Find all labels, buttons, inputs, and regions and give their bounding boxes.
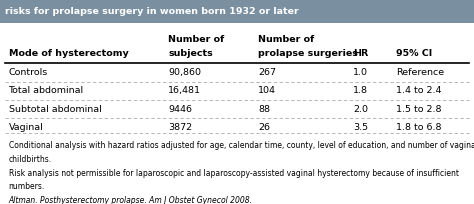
Text: HR: HR [353,49,368,58]
Text: Risk analysis not permissible for laparoscopic and laparoscopy-assisted vaginal : Risk analysis not permissible for laparo… [9,169,458,177]
Text: 1.5 to 2.8: 1.5 to 2.8 [396,105,441,114]
Text: 1.8: 1.8 [353,86,368,95]
Text: Number of: Number of [168,35,225,44]
Text: Controls: Controls [9,68,48,77]
Text: 1.4 to 2.4: 1.4 to 2.4 [396,86,441,95]
Text: 104: 104 [258,86,276,95]
Text: Reference: Reference [396,68,444,77]
Text: 16,481: 16,481 [168,86,201,95]
Text: Altman. Posthysterectomy prolapse. Am J Obstet Gynecol 2008.: Altman. Posthysterectomy prolapse. Am J … [9,196,253,204]
Text: 26: 26 [258,123,270,132]
Text: 267: 267 [258,68,276,77]
FancyBboxPatch shape [0,0,474,23]
Text: Total abdominal: Total abdominal [9,86,83,95]
Text: Mode of hysterectomy: Mode of hysterectomy [9,49,128,58]
Text: 9446: 9446 [168,105,192,114]
Text: 95% CI: 95% CI [396,49,432,58]
Text: 88: 88 [258,105,270,114]
Text: 2.0: 2.0 [353,105,368,114]
FancyBboxPatch shape [0,23,474,204]
Text: 3.5: 3.5 [353,123,368,132]
Text: 1.0: 1.0 [353,68,368,77]
Text: Subtotal abdominal: Subtotal abdominal [9,105,101,114]
Text: Conditional analysis with hazard ratios adjusted for age, calendar time, county,: Conditional analysis with hazard ratios … [9,141,474,150]
Text: prolapse surgeries: prolapse surgeries [258,49,358,58]
Text: 90,860: 90,860 [168,68,201,77]
Text: Number of: Number of [258,35,315,44]
Text: childbirths.: childbirths. [9,155,52,164]
Text: risks for prolapse surgery in women born 1932 or later: risks for prolapse surgery in women born… [5,7,299,16]
Text: subjects: subjects [168,49,213,58]
Text: numbers.: numbers. [9,182,45,191]
Text: Vaginal: Vaginal [9,123,43,132]
Text: 1.8 to 6.8: 1.8 to 6.8 [396,123,441,132]
Text: 3872: 3872 [168,123,192,132]
